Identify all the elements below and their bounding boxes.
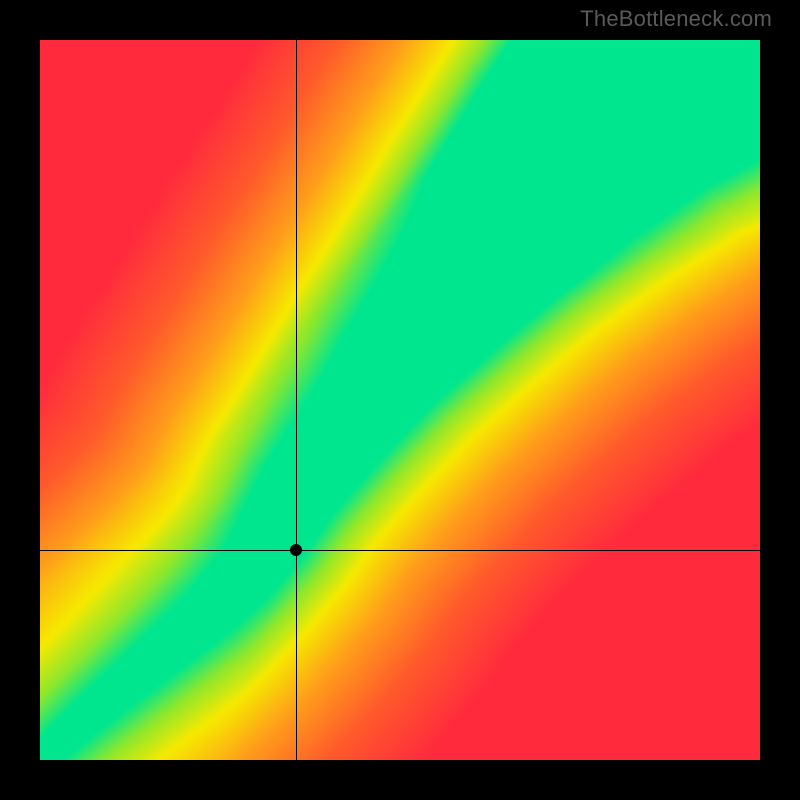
heatmap-plot xyxy=(40,40,760,760)
attribution-text: TheBottleneck.com xyxy=(580,6,772,32)
marker-point xyxy=(290,544,302,556)
crosshair-vertical xyxy=(296,40,297,760)
crosshair-horizontal xyxy=(40,550,760,551)
heatmap-canvas xyxy=(40,40,760,760)
